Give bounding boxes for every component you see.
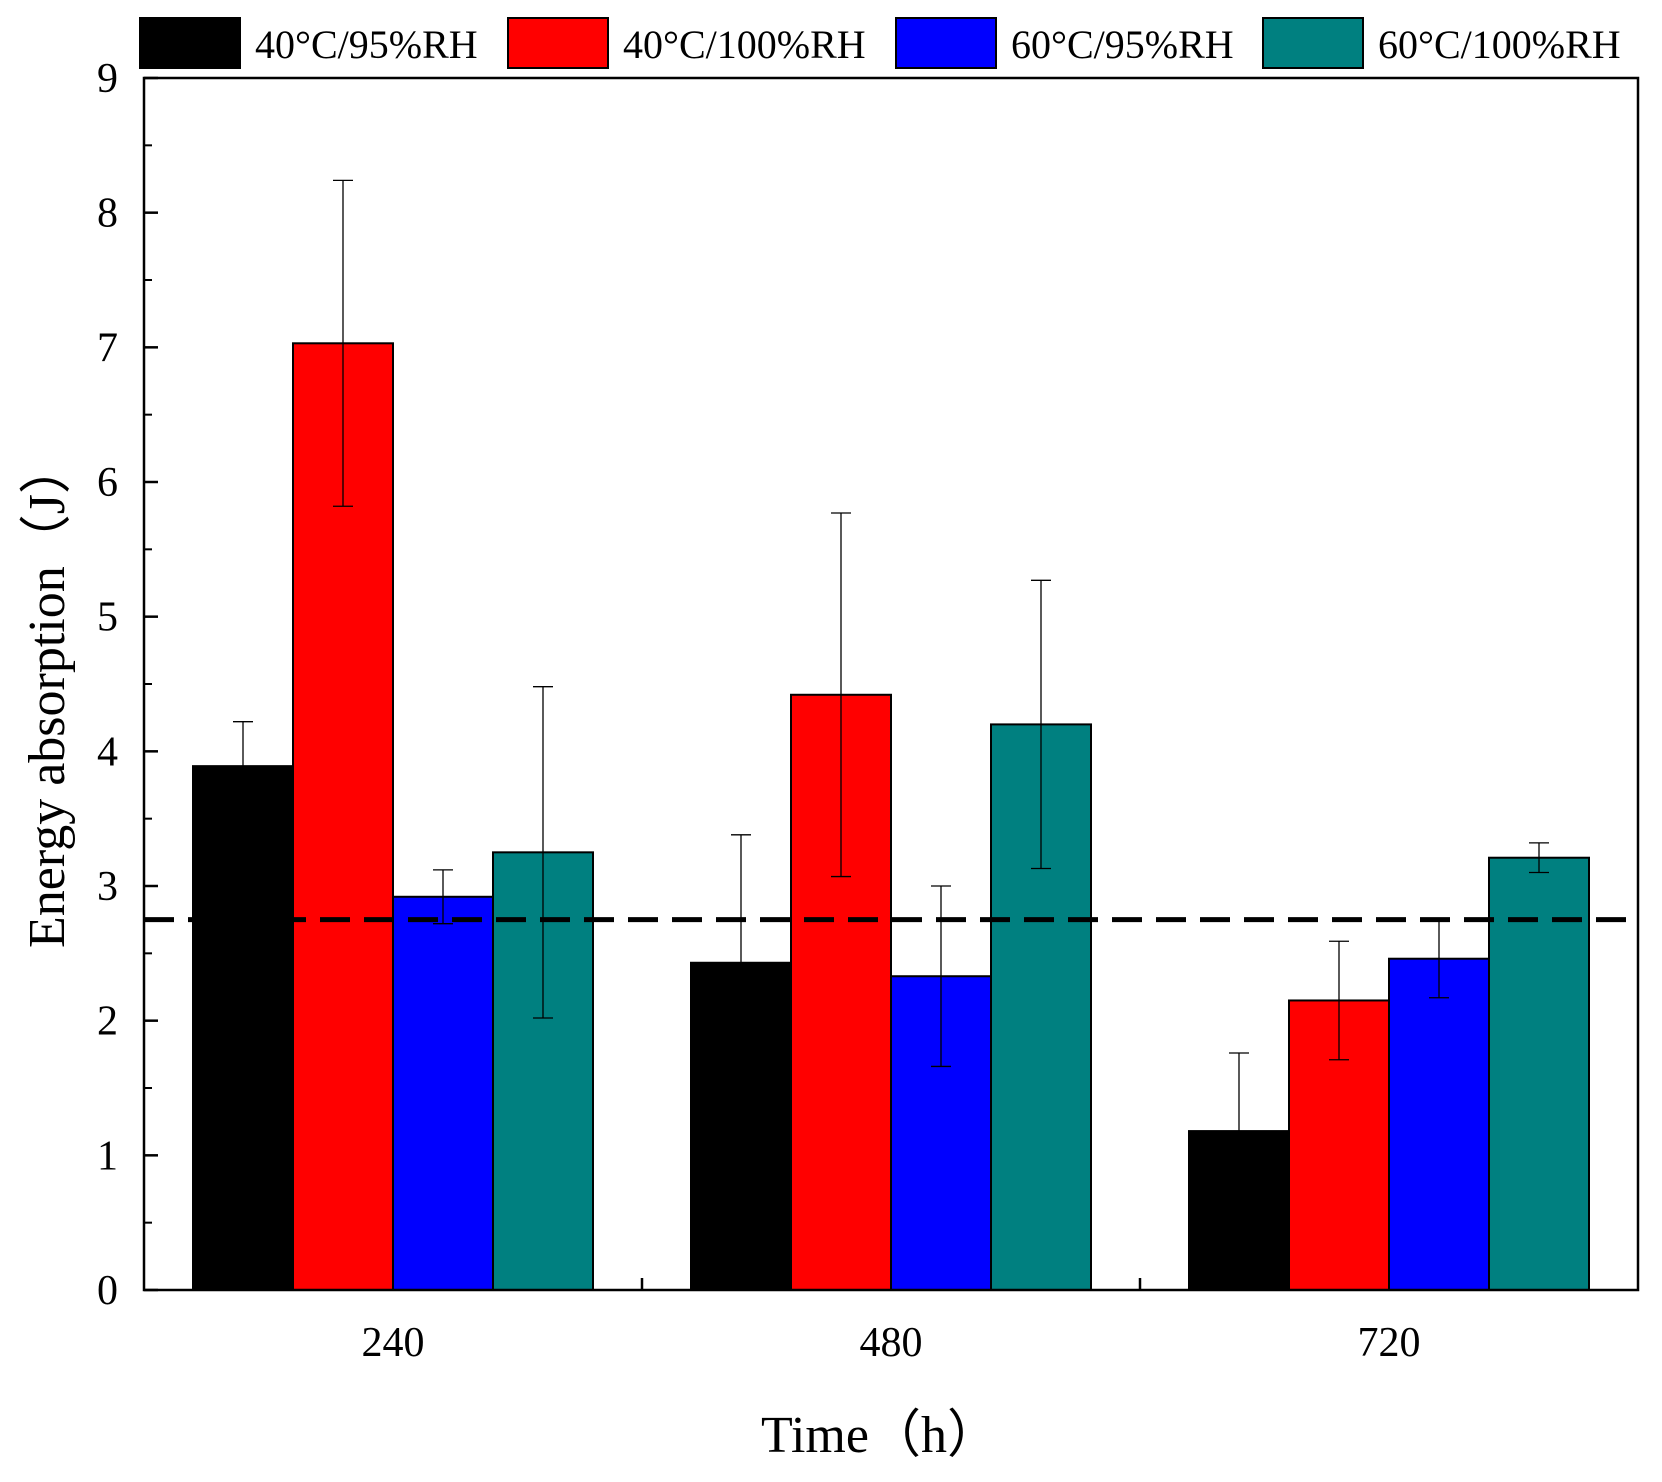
- legend-swatch-series-4: [1262, 17, 1364, 69]
- y-tick-label: 5: [97, 595, 118, 641]
- bars-layer: [192, 342, 1590, 1292]
- x-axis-title: Time（h）: [761, 1407, 999, 1464]
- y-tick-label: 4: [97, 729, 118, 775]
- y-tick-label: 6: [97, 460, 118, 506]
- bar-240-series-1: [192, 765, 294, 1291]
- x-tick-label-240: 240: [362, 1320, 425, 1366]
- legend: 40°C/95%RH 40°C/100%RH 60°C/95%RH 60°C/100%…: [139, 17, 1621, 69]
- legend-label-series-2: 40°C/100%RH: [623, 22, 866, 67]
- legend-swatch-series-2: [507, 17, 609, 69]
- bar-720-series-4: [1488, 856, 1590, 1291]
- y-tick-label: 9: [97, 56, 118, 102]
- x-tick-label-720: 720: [1358, 1320, 1421, 1366]
- error-bars-layer: [233, 179, 1549, 1210]
- legend-label-series-3: 60°C/95%RH: [1011, 22, 1234, 67]
- y-tick-label: 1: [97, 1133, 118, 1179]
- axes-layer: [142, 76, 1640, 1292]
- tick-labels-layer: 0 1 2 3 4 5 6 7 8 9 240 480 720: [97, 56, 1421, 1366]
- legend-swatch-series-1: [139, 17, 241, 69]
- bar-720-series-3: [1388, 957, 1490, 1291]
- y-tick-label: 0: [97, 1268, 118, 1314]
- x-tick-label-480: 480: [860, 1320, 923, 1366]
- y-tick-label: 7: [97, 325, 118, 371]
- y-tick-label: 2: [97, 999, 118, 1045]
- y-tick-label: 3: [97, 864, 118, 910]
- y-tick-label: 8: [97, 191, 118, 237]
- y-axis-title: Energy absorption（J）: [19, 442, 76, 948]
- legend-swatch-series-3: [895, 17, 997, 69]
- bar-240-series-3: [392, 895, 494, 1291]
- legend-label-series-1: 40°C/95%RH: [255, 22, 478, 67]
- legend-label-series-4: 60°C/100%RH: [1378, 22, 1621, 67]
